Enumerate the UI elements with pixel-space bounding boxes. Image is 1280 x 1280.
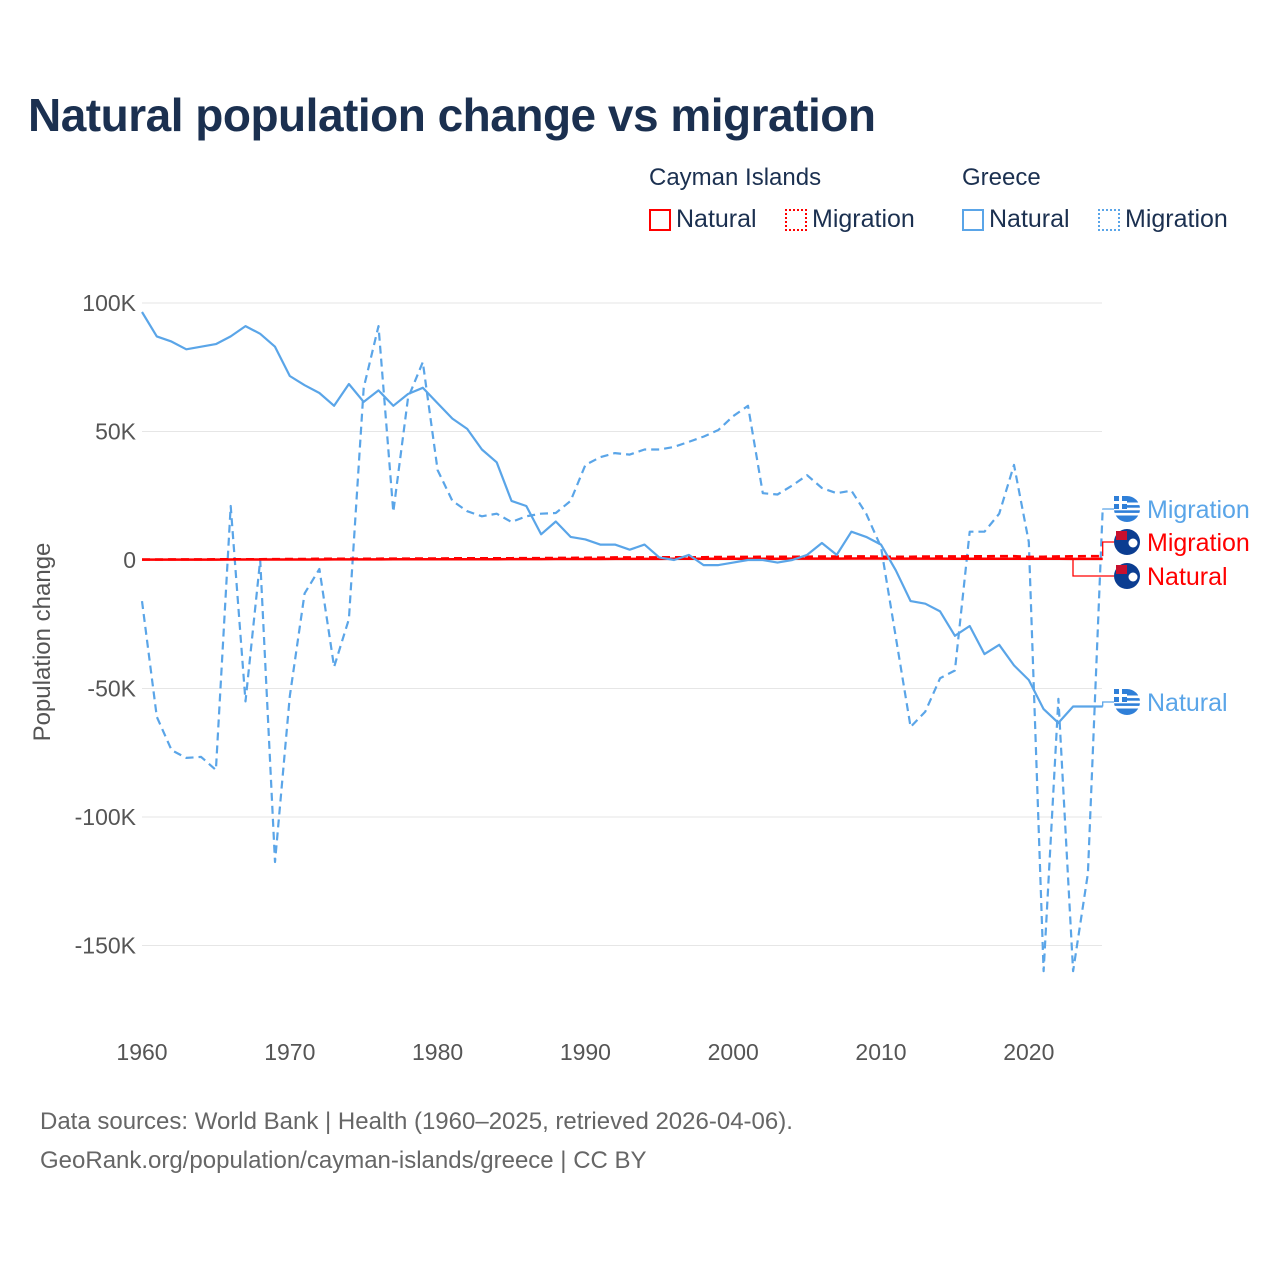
- series-end-label: Natural: [1147, 689, 1228, 717]
- x-tick-label: 2010: [855, 1039, 906, 1065]
- greece-flag-icon: [1114, 496, 1140, 522]
- legend-cayman-natural[interactable]: Natural: [649, 205, 757, 234]
- legend-label: Migration: [812, 205, 915, 233]
- legend-greece-natural[interactable]: Natural: [962, 205, 1070, 234]
- y-tick-label: -150K: [75, 933, 137, 959]
- legend-label: Natural: [676, 205, 757, 233]
- x-tick-label: 2020: [1003, 1039, 1054, 1065]
- x-tick-label: 1960: [116, 1039, 167, 1065]
- label-leader-line: [1102, 541, 1114, 557]
- y-tick-label: -100K: [75, 804, 137, 830]
- swatch-dotted-icon: [1098, 208, 1120, 231]
- swatch-solid-icon: [962, 208, 984, 231]
- footer-sources: Data sources: World Bank | Health (1960–…: [40, 1108, 793, 1135]
- legend-label: Migration: [1125, 205, 1228, 233]
- legend-greece-migration[interactable]: Migration: [1098, 205, 1228, 234]
- cayman-flag-icon: [1114, 563, 1140, 589]
- y-tick-label: 100K: [82, 290, 136, 316]
- x-tick-label: 2000: [708, 1039, 759, 1065]
- series-line-cayman-islands-natural[interactable]: [142, 557, 1103, 561]
- swatch-solid-icon: [649, 208, 671, 231]
- swatch-dotted-icon: [785, 208, 807, 231]
- greece-flag-icon: [1114, 689, 1140, 715]
- legend-group-greece: Greece: [962, 164, 1041, 191]
- label-leader-line: [1072, 558, 1114, 577]
- legend-label: Natural: [989, 205, 1070, 233]
- legend-group-cayman: Cayman Islands: [649, 164, 822, 191]
- chart-title: Natural population change vs migration: [28, 89, 876, 141]
- x-tick-label: 1970: [264, 1039, 315, 1065]
- series-end-label: Migration: [1147, 529, 1250, 557]
- series-end-label: Natural: [1147, 563, 1228, 591]
- x-tick-label: 1990: [560, 1039, 611, 1065]
- cayman-flag-icon: [1114, 529, 1140, 555]
- y-tick-label: 50K: [95, 419, 137, 445]
- y-axis-label: Population change: [29, 543, 56, 742]
- series-end-label: Migration: [1147, 496, 1250, 524]
- series-line-greece-natural[interactable]: [141, 311, 1103, 725]
- label-leader-line: [1102, 701, 1114, 707]
- footer-link[interactable]: GeoRank.org/population/cayman-islands/gr…: [40, 1147, 647, 1174]
- y-tick-label: -50K: [87, 676, 136, 702]
- x-tick-label: 1980: [412, 1039, 463, 1065]
- series-line-greece-migration[interactable]: [140, 325, 1104, 973]
- legend-cayman-migration[interactable]: Migration: [785, 205, 915, 234]
- y-tick-label: 0: [123, 547, 136, 573]
